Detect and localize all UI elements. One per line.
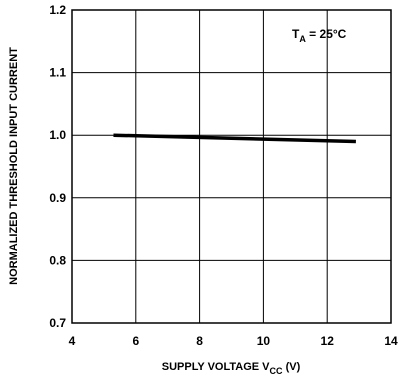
x-tick-label-5: 14	[384, 334, 398, 348]
y-tick-label-4: 1.1	[49, 66, 66, 80]
series-line-0	[113, 133, 356, 144]
temperature-annotation: TA = 25°C	[292, 27, 347, 44]
annotation-suffix: = 25°C	[306, 27, 347, 41]
annotation-main: T	[292, 27, 300, 41]
y-tick-label-2: 0.9	[49, 191, 66, 205]
plot-frame	[71, 9, 392, 324]
y-tick-label-5: 1.2	[49, 3, 66, 17]
annotation-sub: A	[299, 34, 306, 44]
x-tick-label-0: 4	[69, 334, 76, 348]
x-axis-title: SUPPLY VOLTAGE VCC (V)	[162, 361, 301, 376]
y-tick-label-1: 0.8	[49, 253, 66, 267]
x-axis-title-sub: CC	[270, 366, 283, 376]
y-axis-title: NORMALIZED THRESHOLD INPUT CURRENT	[8, 47, 20, 285]
x-tick-label-2: 8	[196, 334, 203, 348]
x-axis-title-suffix: (V)	[283, 361, 301, 373]
grid	[71, 9, 392, 324]
x-tick-label-1: 6	[132, 334, 139, 348]
x-axis-title-main: SUPPLY VOLTAGE V	[162, 361, 270, 373]
y-tick-label-0: 0.7	[49, 316, 66, 330]
x-tick-label-4: 12	[321, 334, 335, 348]
x-tick-label-3: 10	[257, 334, 271, 348]
y-tick-labels: 0.7 0.8 0.9 1.0 1.1 1.2	[49, 3, 66, 330]
y-tick-label-3: 1.0	[49, 128, 66, 142]
x-tick-labels: 4 6 8 10 12 14	[69, 334, 398, 348]
series-group	[113, 133, 356, 144]
